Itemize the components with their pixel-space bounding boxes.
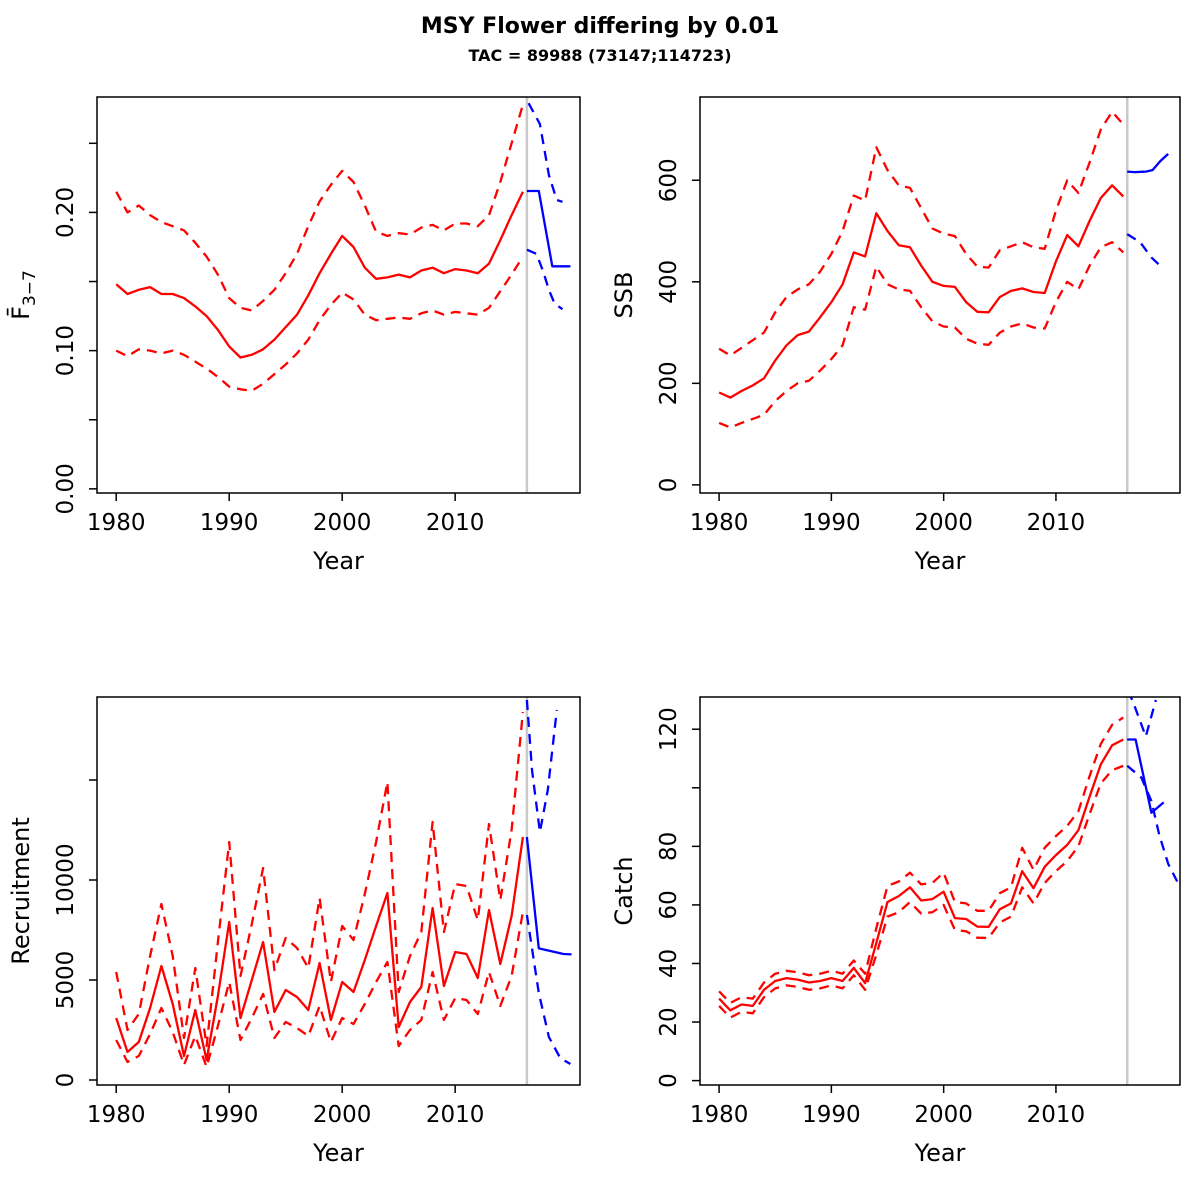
figure-subtitle: TAC = 89988 (73147;114723) — [468, 46, 732, 65]
catch-y-tick-label: 120 — [656, 707, 682, 751]
ssb-median-line — [718, 184, 1125, 399]
ssb-x-tick-label: 1990 — [802, 510, 861, 536]
recruitment-y-axis-title: Recruitment — [7, 817, 35, 964]
catch-y-tick-label: 80 — [656, 832, 682, 861]
fbar-x-tick-label: 2010 — [426, 510, 485, 536]
ssb-x-tick-label: 2000 — [914, 510, 973, 536]
fbar-x-tick-label: 2000 — [313, 510, 372, 536]
recruitment-x-tick-label: 2000 — [313, 1102, 372, 1128]
fbar-y-axis-title: F̄3−7 — [6, 270, 40, 320]
fbar-x-axis-title: Year — [312, 547, 364, 575]
fbar-y-tick-label: 0.10 — [53, 325, 79, 376]
catch-x-tick-label: 2000 — [914, 1102, 973, 1128]
ssb-x-tick-label: 2010 — [1027, 510, 1086, 536]
ssb-x-tick-label: 1980 — [690, 510, 749, 536]
catch-y-tick-label: 60 — [656, 890, 682, 919]
fbar-y-tick-label: 0.00 — [53, 463, 79, 514]
fbar-median-line — [115, 191, 524, 359]
catch-x-tick-label: 1980 — [690, 1102, 749, 1128]
recruitment-x-tick-label: 2010 — [426, 1102, 485, 1128]
catch-median-line — [718, 738, 1124, 1012]
panel-recruitment: 1980 1990 2000 2010 0 5000 10000 Year Recruitmen… — [7, 696, 581, 1167]
recruitment-x-tick-label: 1990 — [200, 1102, 259, 1128]
fbar-upper-ci-line — [115, 104, 525, 312]
ssb-y-tick-label: 200 — [656, 361, 682, 405]
catch-projection-upper-ci-line — [1129, 697, 1158, 738]
catch-y-tick-label: 40 — [656, 949, 682, 978]
ssb-y-axis-title: SSB — [610, 272, 638, 319]
fbar-x-tick-label: 1980 — [87, 510, 146, 536]
fbar-projection-lower-ci-line — [526, 248, 564, 311]
fbar-projection-upper-ci-line — [527, 102, 563, 203]
recruitment-y-tick-label: 0 — [53, 1073, 79, 1088]
recruitment-x-axis-title: Year — [312, 1139, 364, 1167]
catch-x-tick-label: 2010 — [1027, 1102, 1086, 1128]
recruitment-projection-upper-ci-line — [525, 699, 558, 834]
recruitment-projection-median-line — [525, 836, 572, 956]
fbar-y-tick-label: 0.20 — [53, 187, 79, 238]
recruitment-plot-box — [96, 696, 581, 1086]
ssb-projection-median-line — [1127, 153, 1169, 174]
panel-fbar: 1980 1990 2000 2010 0.00 0.10 0.20 Year F̄3−7 — [6, 96, 581, 575]
catch-lower-ci-line — [718, 764, 1124, 1019]
fbar-projection-median-line — [526, 189, 571, 268]
catch-upper-ci-line — [718, 716, 1124, 1005]
ssb-y-tick-label: 400 — [656, 260, 682, 304]
ssb-projection-upper-ci-line — [1127, 97, 1128, 98]
ssb-projection-lower-ci-line — [1126, 233, 1164, 269]
panel-ssb: 1980 1990 2000 2010 0 200 400 600 Year SSB — [610, 96, 1181, 575]
ssb-y-tick-label: 600 — [656, 158, 682, 202]
catch-projection-median-line — [1127, 738, 1165, 814]
ssb-x-axis-title: Year — [914, 547, 966, 575]
catch-x-tick-label: 1990 — [802, 1102, 861, 1128]
catch-projection-lower-ci-line — [1126, 764, 1179, 883]
recruitment-projection-lower-ci-line — [525, 914, 571, 1065]
catch-y-tick-label: 20 — [656, 1007, 682, 1036]
panel-catch: 1980 1990 2000 2010 0 20 40 60 80 120 Year Catch — [610, 696, 1181, 1167]
catch-plot-box — [699, 696, 1181, 1086]
fbar-plot-box — [96, 96, 581, 494]
catch-y-tick-label: 0 — [656, 1073, 682, 1088]
ssb-plot-box — [699, 96, 1181, 494]
ssb-upper-ci-line — [718, 110, 1125, 357]
recruitment-y-tick-label: 5000 — [53, 951, 79, 1010]
catch-y-axis-title: Catch — [610, 856, 638, 925]
fbar-lower-ci-line — [115, 255, 524, 392]
ssb-lower-ci-line — [718, 241, 1125, 429]
recruitment-upper-ci-line — [115, 711, 525, 1048]
recruitment-median-line — [115, 836, 525, 1062]
figure-title: MSY Flower differing by 0.01 — [420, 14, 780, 39]
recruitment-y-tick-label: 10000 — [53, 843, 79, 916]
ssb-y-tick-label: 0 — [656, 478, 682, 493]
recruitment-x-tick-label: 1980 — [87, 1102, 146, 1128]
catch-x-axis-title: Year — [914, 1139, 966, 1167]
fbar-x-tick-label: 1990 — [200, 510, 259, 536]
